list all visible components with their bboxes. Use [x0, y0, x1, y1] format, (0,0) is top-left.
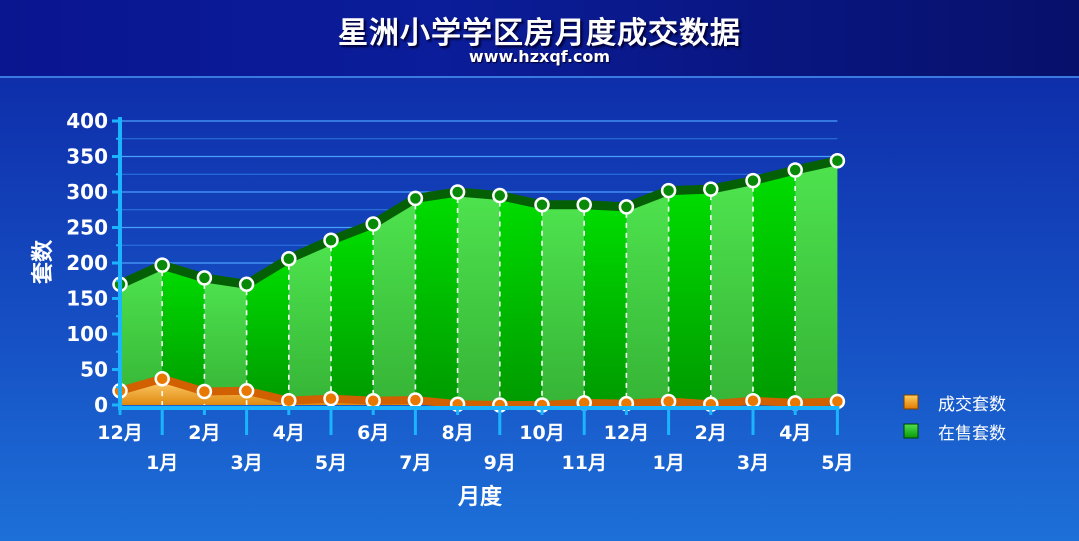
x-tick-label: 4月 [779, 422, 811, 444]
x-tick-label: 3月 [737, 452, 769, 474]
listing-area-band [584, 204, 627, 405]
listing-area-band [120, 265, 163, 405]
x-tick-label: 6月 [357, 422, 389, 444]
legend-label-listings: 在售套数 [938, 424, 1006, 444]
page-subtitle: www.hzxqf.com [468, 47, 611, 66]
legend-label-deals: 成交套数 [938, 395, 1006, 415]
y-tick-label: 250 [66, 216, 108, 240]
listing-point [449, 184, 466, 200]
listing-point [534, 197, 550, 213]
y-tick-label: 300 [66, 180, 108, 204]
listing-point [323, 232, 339, 249]
y-tick-label: 400 [66, 109, 108, 133]
y-axis-title: 套数 [30, 239, 56, 284]
x-tick-label: 7月 [399, 452, 431, 474]
y-tick-label: 350 [66, 145, 108, 169]
x-tick-label: 9月 [484, 452, 516, 474]
listing-area-band [457, 192, 500, 405]
x-tick-label: 5月 [315, 452, 347, 474]
x-tick-label: 2月 [695, 422, 727, 444]
listing-point [238, 276, 255, 293]
legend-swatch-deals [903, 394, 919, 410]
listing-area-band [415, 192, 458, 405]
x-tick-label: 2月 [188, 422, 220, 444]
area-layer [120, 160, 838, 405]
listing-area-band [204, 277, 247, 405]
deals-point [281, 392, 297, 409]
y-tick-label: 200 [66, 251, 108, 275]
listing-area-band [626, 190, 669, 405]
listing-point [618, 199, 635, 215]
x-tick-label: 8月 [441, 422, 473, 444]
deals-point [323, 390, 339, 407]
listing-point [281, 250, 297, 267]
listing-area-band [710, 180, 753, 405]
listing-area-band [668, 189, 711, 405]
listing-point [745, 172, 761, 189]
listing-point [365, 216, 381, 232]
legend: 成交套数 在售套数 [903, 394, 1006, 444]
legend-swatch-listings [903, 423, 919, 439]
axis-layer: 05010015020025030035040012月1月2月3月4月5月6月7… [66, 109, 853, 474]
listing-point [196, 270, 213, 286]
listing-area-band [162, 265, 205, 405]
deals-point [238, 383, 255, 399]
deals-point [407, 392, 424, 408]
x-tick-label: 5月 [821, 452, 853, 474]
listing-area-band [373, 198, 416, 405]
listing-area-band [246, 258, 289, 405]
listing-area-band [288, 240, 331, 405]
listing-area-band [331, 223, 374, 405]
label-layer: 套数 月度 [30, 239, 503, 510]
x-tick-label: 12月 [604, 422, 649, 444]
listing-point [492, 187, 508, 204]
deals-point [196, 383, 213, 400]
x-tick-label: 3月 [230, 452, 262, 474]
y-tick-label: 0 [94, 393, 108, 417]
listing-point [829, 153, 846, 169]
x-tick-label: 10月 [519, 422, 564, 444]
x-tick-label: 1月 [146, 452, 178, 474]
x-tick-label: 11月 [561, 452, 606, 474]
y-tick-label: 50 [80, 358, 108, 382]
x-tick-label: 4月 [273, 422, 305, 444]
page-title: 星洲小学学区房月度成交数据 [338, 16, 741, 51]
x-axis-title: 月度 [457, 484, 503, 510]
listing-area-band [795, 160, 838, 405]
listing-point [407, 190, 424, 207]
x-tick-label: 12月 [97, 422, 142, 444]
x-tick-label: 1月 [652, 452, 684, 474]
listing-area-band [499, 195, 542, 405]
listing-area-band [542, 204, 585, 405]
y-tick-label: 150 [66, 287, 108, 311]
listing-point [787, 162, 803, 178]
deals-point [365, 392, 381, 409]
listing-point [154, 257, 170, 273]
listing-point [703, 181, 719, 197]
listing-point [660, 182, 677, 199]
deals-point [154, 370, 170, 387]
y-tick-label: 100 [66, 322, 108, 346]
listing-area-band [753, 169, 796, 405]
deals-point [745, 392, 761, 409]
listing-point [576, 197, 592, 213]
